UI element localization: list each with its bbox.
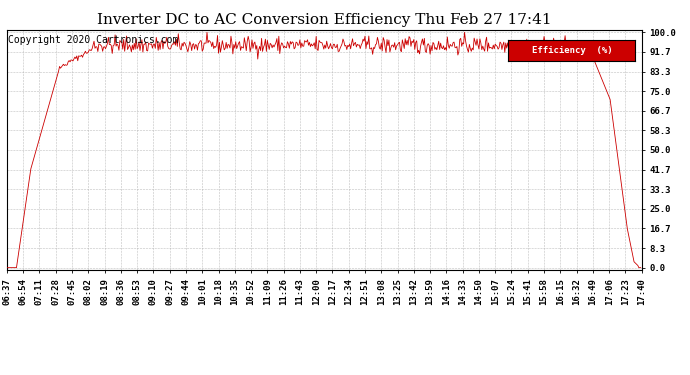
Title: Inverter DC to AC Conversion Efficiency Thu Feb 27 17:41: Inverter DC to AC Conversion Efficiency … <box>97 13 551 27</box>
Text: Copyright 2020 Cartronics.com: Copyright 2020 Cartronics.com <box>8 35 179 45</box>
